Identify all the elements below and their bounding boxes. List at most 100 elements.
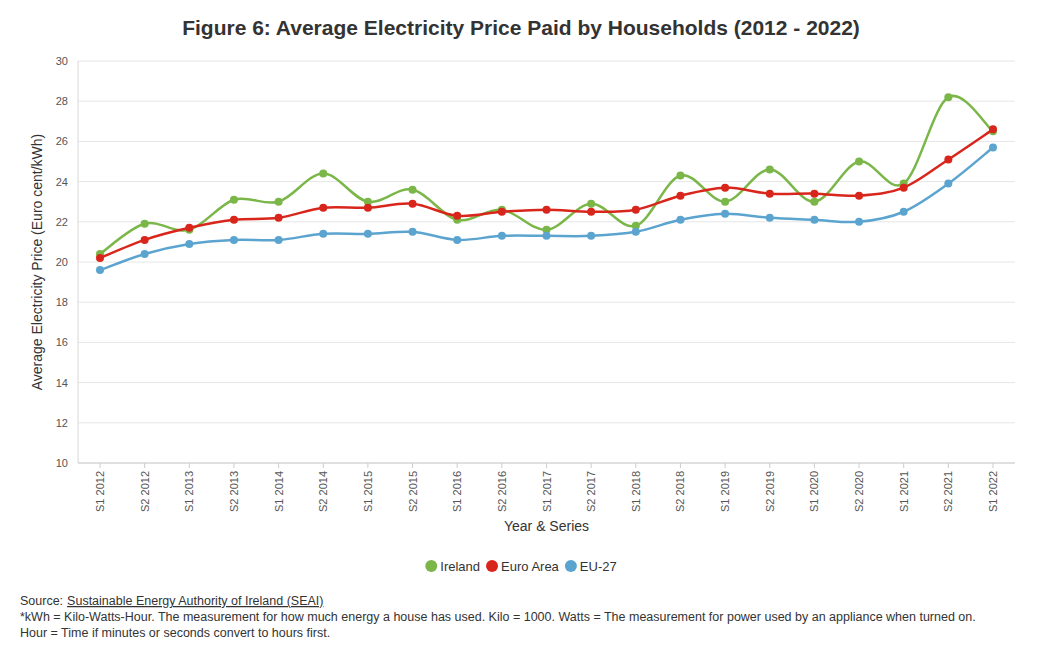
point bbox=[319, 204, 327, 212]
x-tick-label: S2 2017 bbox=[585, 471, 597, 512]
y-tick-label: 30 bbox=[56, 55, 68, 67]
x-tick-label: S2 2012 bbox=[139, 471, 151, 512]
point bbox=[498, 208, 506, 216]
y-tick-label: 10 bbox=[56, 457, 68, 469]
x-tick-label: S1 2018 bbox=[630, 471, 642, 512]
x-tick-label: S2 2016 bbox=[496, 471, 508, 512]
x-tick-label: S1 2016 bbox=[451, 471, 463, 512]
point bbox=[721, 210, 729, 218]
point bbox=[543, 232, 551, 240]
point bbox=[275, 214, 283, 222]
legend: Ireland Euro Area EU-27 bbox=[425, 559, 616, 574]
plot-area bbox=[96, 93, 997, 274]
x-tick-label: S1 2015 bbox=[362, 471, 374, 512]
y-tick-label: 24 bbox=[56, 176, 68, 188]
point bbox=[810, 190, 818, 198]
point bbox=[587, 200, 595, 208]
source-label: Source: bbox=[20, 594, 63, 608]
series bbox=[96, 125, 997, 262]
legend-swatch bbox=[486, 560, 498, 572]
x-tick-label: S1 2013 bbox=[183, 471, 195, 512]
point bbox=[453, 236, 461, 244]
point bbox=[855, 192, 863, 200]
y-tick-label: 28 bbox=[56, 95, 68, 107]
y-tick-label: 14 bbox=[56, 377, 68, 389]
x-tick-label: S2 2021 bbox=[942, 471, 954, 512]
x-tick bbox=[457, 463, 458, 468]
grid-line bbox=[78, 262, 1015, 263]
x-tick-label: S2 2019 bbox=[764, 471, 776, 512]
x-tick bbox=[591, 463, 592, 468]
x-tick-label: S1 2021 bbox=[898, 471, 910, 512]
y-grid: 1012141618202224262830 bbox=[56, 55, 1015, 469]
point bbox=[676, 172, 684, 180]
x-tick bbox=[948, 463, 949, 468]
x-tick bbox=[323, 463, 324, 468]
point bbox=[364, 230, 372, 238]
grid-line bbox=[78, 382, 1015, 383]
legend-item: Euro Area bbox=[486, 559, 560, 574]
point bbox=[721, 184, 729, 192]
point bbox=[855, 158, 863, 166]
x-tick bbox=[993, 463, 994, 468]
y-tick-label: 22 bbox=[56, 216, 68, 228]
point bbox=[275, 198, 283, 206]
grid-line bbox=[78, 302, 1015, 303]
x-tick bbox=[501, 463, 502, 468]
note: Hour = Time if minutes or seconds conver… bbox=[20, 626, 330, 640]
point bbox=[632, 206, 640, 214]
legend-swatch bbox=[565, 560, 577, 572]
x-tick bbox=[189, 463, 190, 468]
point bbox=[766, 166, 774, 174]
point bbox=[319, 230, 327, 238]
x-tick-label: S2 2013 bbox=[228, 471, 240, 512]
x-tick-label: S2 2014 bbox=[317, 471, 329, 512]
grid-line bbox=[78, 342, 1015, 343]
point bbox=[676, 216, 684, 224]
point bbox=[141, 250, 149, 258]
grid-line bbox=[78, 422, 1015, 423]
point bbox=[587, 232, 595, 240]
x-tick bbox=[680, 463, 681, 468]
point bbox=[230, 196, 238, 204]
legend-swatch bbox=[425, 560, 437, 572]
point bbox=[855, 218, 863, 226]
point bbox=[96, 266, 104, 274]
point bbox=[364, 204, 372, 212]
x-tick bbox=[859, 463, 860, 468]
point bbox=[766, 214, 774, 222]
point bbox=[989, 143, 997, 151]
point bbox=[944, 180, 952, 188]
x-ticks: S1 2012S2 2012S1 2013S2 2013S1 2014S2 20… bbox=[94, 463, 999, 512]
legend-label: EU-27 bbox=[580, 559, 617, 574]
source-link[interactable]: Sustainable Energy Authority of Ireland … bbox=[67, 594, 323, 608]
point bbox=[185, 240, 193, 248]
series bbox=[96, 143, 997, 274]
point bbox=[721, 198, 729, 206]
point bbox=[409, 186, 417, 194]
grid-line bbox=[78, 101, 1015, 102]
footer: Source: Sustainable Energy Authority of I… bbox=[20, 594, 976, 640]
x-tick-label: S1 2014 bbox=[273, 471, 285, 512]
legend-label: Ireland bbox=[440, 559, 480, 574]
x-tick bbox=[814, 463, 815, 468]
y-tick-label: 20 bbox=[56, 256, 68, 268]
x-tick bbox=[144, 463, 145, 468]
point bbox=[900, 208, 908, 216]
x-tick bbox=[367, 463, 368, 468]
y-axis-title: Average Electricity Price (Euro cent/kWh… bbox=[29, 134, 45, 391]
point bbox=[453, 212, 461, 220]
chart: Figure 6: Average Electricity Price Paid… bbox=[0, 0, 1042, 663]
point bbox=[409, 200, 417, 208]
point bbox=[632, 228, 640, 236]
point bbox=[319, 170, 327, 178]
point bbox=[676, 192, 684, 200]
x-tick-label: S1 2022 bbox=[987, 471, 999, 512]
point bbox=[810, 198, 818, 206]
x-tick bbox=[412, 463, 413, 468]
point bbox=[141, 220, 149, 228]
point bbox=[409, 228, 417, 236]
title: Figure 6: Average Electricity Price Paid… bbox=[182, 16, 860, 39]
point bbox=[587, 208, 595, 216]
y-tick-label: 12 bbox=[56, 417, 68, 429]
